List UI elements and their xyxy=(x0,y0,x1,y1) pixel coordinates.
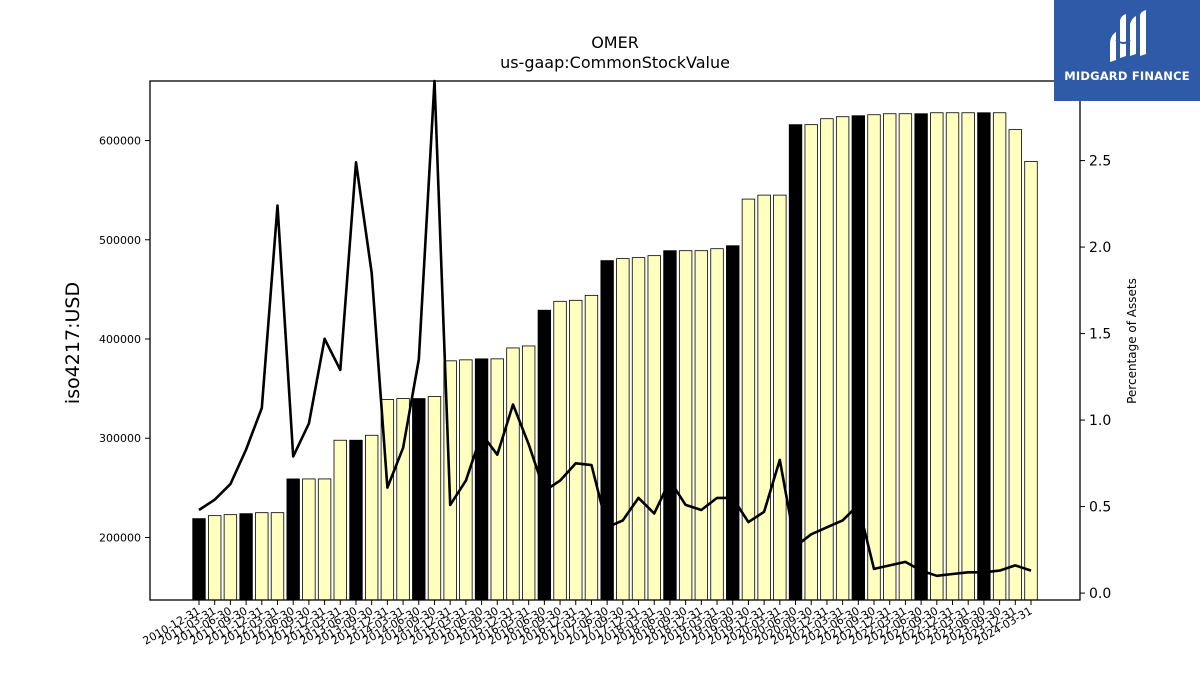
bar xyxy=(741,198,756,601)
bar xyxy=(537,309,552,601)
bar xyxy=(192,518,206,601)
bar xyxy=(302,478,316,601)
midgard-finance-logo: MIDGARD FINANCE xyxy=(1054,0,1200,101)
bar xyxy=(553,300,567,601)
bar xyxy=(349,439,363,601)
y-axis-label: iso4217:USD xyxy=(62,282,84,404)
plot-frame xyxy=(149,80,1081,601)
bar xyxy=(914,113,928,601)
bar xyxy=(600,260,614,601)
bar xyxy=(255,512,269,601)
bar xyxy=(678,250,693,601)
bar xyxy=(569,299,583,601)
y2-tick-label: 2.5 xyxy=(1089,154,1111,170)
y2-axis: 0.0 0.5 1.0 1.5 2.0 2.5 xyxy=(1080,154,1111,602)
logo-mark-icon xyxy=(1110,10,1146,62)
bar xyxy=(616,258,630,601)
bar xyxy=(663,250,677,601)
bar xyxy=(317,478,332,601)
bar xyxy=(804,124,818,601)
bar xyxy=(223,514,238,601)
bar xyxy=(945,112,960,601)
chart-title: OMER xyxy=(591,33,639,52)
logo-text: MIDGARD FINANCE xyxy=(1064,69,1190,83)
bar xyxy=(930,112,944,601)
y2-tick-label: 1.5 xyxy=(1089,327,1111,343)
bar xyxy=(726,245,740,601)
y2-tick-label: 0.0 xyxy=(1089,586,1111,602)
bar xyxy=(364,434,379,601)
bar xyxy=(694,250,709,601)
bar xyxy=(867,114,881,601)
chart-subtitle: us-gaap:CommonStockValue xyxy=(500,53,730,72)
bar xyxy=(239,513,253,601)
bar xyxy=(883,113,897,601)
bar xyxy=(208,515,222,601)
bar xyxy=(521,345,536,601)
percent-line xyxy=(198,79,1032,578)
bar xyxy=(757,194,771,601)
bar xyxy=(1024,160,1038,601)
y2-tick-label: 0.5 xyxy=(1089,500,1111,516)
bar xyxy=(1008,129,1022,601)
y-axis: 200000 300000 400000 500000 600000 xyxy=(99,135,150,544)
bar xyxy=(427,396,442,601)
bar xyxy=(992,112,1007,601)
y-tick-label: 200000 xyxy=(99,531,141,544)
bars xyxy=(192,112,1038,601)
y-tick-label: 600000 xyxy=(99,135,141,148)
bar xyxy=(773,194,787,601)
y-tick-label: 300000 xyxy=(99,432,141,445)
x-axis: 2010-12-312011-03-312011-06-302011-09-30… xyxy=(141,600,1035,648)
bar xyxy=(898,113,913,601)
bar xyxy=(631,257,646,601)
y-tick-label: 500000 xyxy=(99,234,141,247)
bar xyxy=(835,116,850,601)
y2-tick-label: 2.0 xyxy=(1089,240,1111,256)
bar xyxy=(286,478,300,601)
bar xyxy=(710,248,724,601)
bar xyxy=(506,347,520,601)
y2-tick-label: 1.0 xyxy=(1089,413,1111,429)
y-tick-label: 400000 xyxy=(99,333,141,346)
bar xyxy=(474,358,489,601)
y2-axis-label: Percentage of Assets xyxy=(1125,278,1139,404)
bar xyxy=(977,112,991,601)
bar xyxy=(961,112,975,601)
bar xyxy=(412,398,426,601)
bar xyxy=(490,358,504,601)
bar xyxy=(647,255,661,601)
percent-of-assets-line xyxy=(198,79,1032,578)
bar xyxy=(584,294,599,601)
bar xyxy=(270,512,285,601)
bar xyxy=(333,439,347,601)
